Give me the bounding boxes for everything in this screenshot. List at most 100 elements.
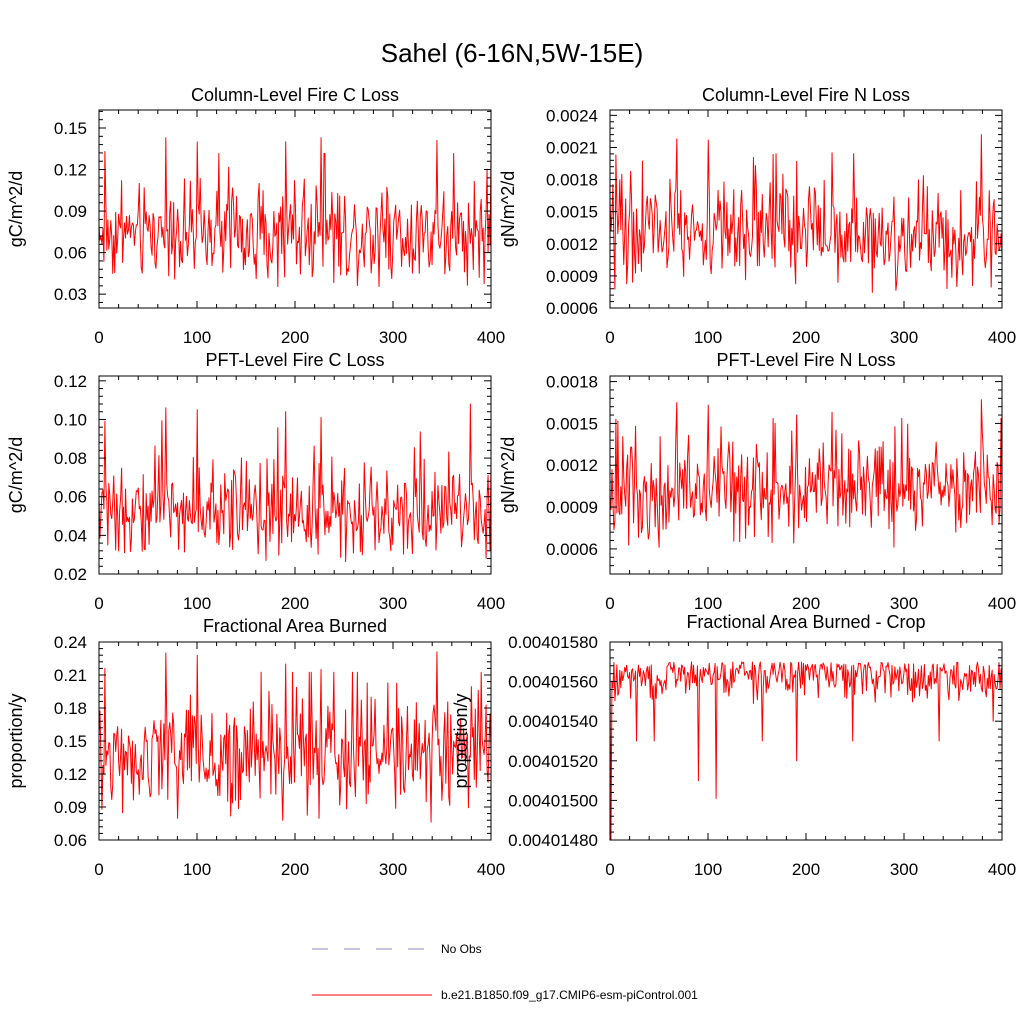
panel-1-x-tick-label: 400 [477, 328, 505, 347]
panel-3-y-tick-label: 0.04 [54, 526, 87, 545]
panel-6-y-tick-label: 0.00401500 [508, 791, 598, 810]
panel-3-x-tick-label: 400 [477, 594, 505, 613]
panel-2-frame [609, 109, 1003, 309]
panel-3-x-tick-label: 100 [183, 594, 211, 613]
panel-2-x-tick-label: 300 [890, 328, 918, 347]
panel-4-x-tick-label: 200 [792, 594, 820, 613]
panel-3: 0 100 200 300 400 0.02 0.04 0.06 0.08 0.10 0.12 PFT… [6, 350, 505, 613]
panel-6-frame [609, 641, 1003, 841]
legend: No Obs b.e21.B1850.f09_g17.CMIP6-esm-piC… [312, 942, 698, 1002]
panel-3-y-tick-label: 0.02 [54, 565, 87, 584]
panel-1-y-tick-label: 0.12 [54, 161, 87, 180]
panel-3-y-tick-label: 0.08 [54, 449, 87, 468]
panel-5: 0 100 200 300 400 0.06 0.09 0.12 0.15 0.18 0.21 0.2… [6, 616, 505, 879]
panel-6-y-tick-label: 0.00401560 [508, 673, 598, 692]
panel-5-title: Fractional Area Burned [203, 616, 387, 636]
panel-3-y-tick-label: 0.10 [54, 410, 87, 429]
panel-4-y-tick-label: 0.0006 [546, 540, 598, 559]
panel-3-y-tick-label: 0.06 [54, 488, 87, 507]
figure-title: Sahel (6-16N,5W-15E) [381, 38, 644, 68]
panel-3-y-tick-label: 0.12 [54, 372, 87, 391]
panel-2-y-tick-label: 0.0021 [546, 138, 598, 157]
panel-5-y-tick-label: 0.12 [54, 765, 87, 784]
panel-1-title: Column-Level Fire C Loss [191, 85, 399, 105]
panel-2-y-tick-label: 0.0009 [546, 267, 598, 286]
panel-2-series-line [609, 134, 1003, 293]
panel-4-x-tick-label: 100 [694, 594, 722, 613]
panel-4-x-tick-label: 0 [605, 594, 614, 613]
panel-6-x-tick-label: 0 [605, 860, 614, 879]
panel-2-title: Column-Level Fire N Loss [702, 85, 910, 105]
panel-6: 0 100 200 300 4000.004014800.004015000.00401… [451, 612, 1016, 879]
panel-5-x-tick-label: 200 [281, 860, 309, 879]
panel-2-y-tick-label: 0.0012 [546, 235, 598, 254]
panel-6-y-tick-label: 0.00401480 [508, 831, 598, 850]
panel-5-y-tick-label: 0.24 [54, 633, 87, 652]
panel-5-x-tick-label: 0 [94, 860, 103, 879]
panel-4-title: PFT-Level Fire N Loss [716, 350, 895, 370]
panel-3-x-tick-label: 0 [94, 594, 103, 613]
panel-2-x-tick-label: 100 [694, 328, 722, 347]
panel-4-y-axis-label: gN/m^2/d [498, 437, 518, 513]
panel-1-x-tick-label: 100 [183, 328, 211, 347]
panel-1-x-tick-label: 200 [281, 328, 309, 347]
panel-1-x-tick-label: 0 [94, 328, 103, 347]
panel-2-x-tick-label: 400 [988, 328, 1016, 347]
panel-4-x-tick-label: 400 [988, 594, 1016, 613]
panel-6-x-tick-label: 200 [792, 860, 820, 879]
panel-6-title: Fractional Area Burned - Crop [686, 612, 925, 632]
panel-5-y-tick-label: 0.06 [54, 831, 87, 850]
panel-6-x-tick-label: 100 [694, 860, 722, 879]
panel-5-x-tick-label: 300 [379, 860, 407, 879]
panel-5-y-tick-label: 0.15 [54, 732, 87, 751]
panel-2-x-tick-label: 0 [605, 328, 614, 347]
panel-1-y-axis-label: gC/m^2/d [6, 171, 26, 247]
panel-5-series-line [98, 651, 492, 823]
panel-3-series-line [98, 403, 492, 563]
panel-3-y-axis-label: gC/m^2/d [6, 437, 26, 513]
panel-2-y-tick-label: 0.0006 [546, 299, 598, 318]
panel-4-y-tick-label: 0.0012 [546, 456, 598, 475]
panel-6-y-tick-label: 0.00401580 [508, 633, 598, 652]
panel-1-y-tick-label: 0.09 [54, 202, 87, 221]
panel-2-y-axis-label: gN/m^2/d [498, 171, 518, 247]
panel-1-series-line [98, 137, 492, 288]
panel-4-y-tick-label: 0.0009 [546, 498, 598, 517]
panel-4-series-line [609, 399, 1003, 548]
panel-6-x-tick-label: 300 [890, 860, 918, 879]
panel-1-y-tick-label: 0.06 [54, 244, 87, 263]
panel-3-title: PFT-Level Fire C Loss [205, 350, 384, 370]
panel-2: 0 100 200 300 400 0.0006 0.0009 0.0012 0.0015 0.0… [498, 85, 1016, 347]
panel-5-y-tick-label: 0.21 [54, 666, 87, 685]
panel-5-y-tick-label: 0.09 [54, 798, 87, 817]
panels-group: 0 100 200 300 400 0.03 0.06 0.09 0.12 0.15 Column-… [6, 85, 1016, 879]
panel-2-x-tick-label: 200 [792, 328, 820, 347]
panel-2-y-tick-label: 0.0024 [546, 106, 598, 125]
panel-3-frame [98, 375, 492, 575]
panel-1: 0 100 200 300 400 0.03 0.06 0.09 0.12 0.15 Column-… [6, 85, 505, 347]
panel-6-y-axis-label: proportion/y [451, 693, 471, 788]
panel-6-x-tick-label: 400 [988, 860, 1016, 879]
panel-3-x-tick-label: 200 [281, 594, 309, 613]
legend-label-model: b.e21.B1850.f09_g17.CMIP6-esm-piControl.… [441, 988, 698, 1002]
panel-5-y-axis-label: proportion/y [6, 693, 26, 788]
panel-4-x-tick-label: 300 [890, 594, 918, 613]
panel-4: 0 100 200 300 400 0.0006 0.0009 0.0012 0.0015 0.0… [498, 350, 1016, 613]
panel-4-y-tick-label: 0.0018 [546, 373, 598, 392]
panel-1-x-tick-label: 300 [379, 328, 407, 347]
panel-4-y-tick-label: 0.0015 [546, 414, 598, 433]
panel-6-series-line [609, 661, 1003, 841]
panel-1-y-tick-label: 0.15 [54, 119, 87, 138]
panel-5-x-tick-label: 100 [183, 860, 211, 879]
panel-2-y-tick-label: 0.0015 [546, 203, 598, 222]
panel-5-x-tick-label: 400 [477, 860, 505, 879]
panel-5-y-tick-label: 0.18 [54, 699, 87, 718]
legend-label-no-obs: No Obs [441, 942, 482, 956]
panel-2-y-tick-label: 0.0018 [546, 171, 598, 190]
panel-6-y-tick-label: 0.00401520 [508, 752, 598, 771]
panel-1-y-tick-label: 0.03 [54, 285, 87, 304]
panel-3-x-tick-label: 300 [379, 594, 407, 613]
panel-6-y-tick-label: 0.00401540 [508, 712, 598, 731]
